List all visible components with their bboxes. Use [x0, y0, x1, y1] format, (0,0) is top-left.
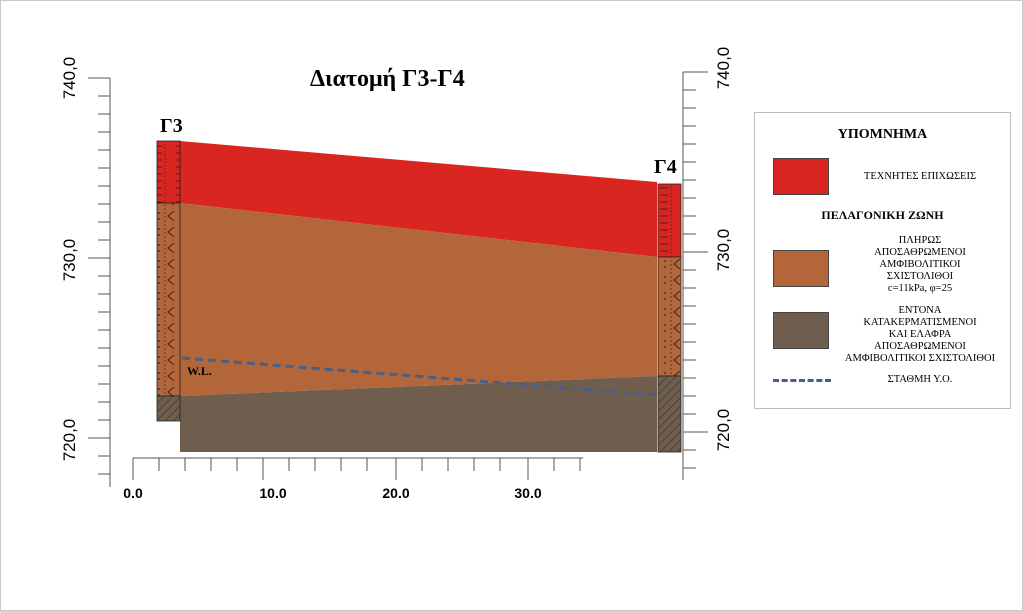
schist-line-1: ΠΛΗΡΩΣ	[898, 235, 942, 246]
legend-swatch-fill	[773, 158, 829, 195]
legend: ΥΠΟΜΝΗΜΑ ΤΕΧΝΗΤΕΣ ΕΠΙΧΩΣΕΙΣ ΠΕΛΑΓΟΝΙΚΗ Ζ…	[754, 112, 1011, 409]
legend-swatch-schist	[773, 250, 829, 287]
layer-schist	[180, 203, 657, 396]
elevation-axis-right	[682, 71, 708, 480]
left-axis-label-740: 740,0	[60, 56, 79, 100]
legend-swatch-fractured	[773, 312, 829, 349]
layer-fractured	[180, 376, 657, 452]
x-axis-label-30: 30.0	[514, 485, 542, 501]
water-table-line	[181, 356, 658, 397]
borehole-label-right: Γ4	[654, 156, 677, 178]
elevation-axis-left	[88, 77, 111, 487]
fractured-line-3: ΚΑΙ ΕΛΑΦΡΑ	[888, 329, 952, 340]
water-level-label: W.L.	[187, 364, 212, 378]
fractured-line-5: ΑΜΦΙΒΟΛΙΤΙΚΟΙ ΣΧΙΣΤΟΛΙΘΟΙ	[844, 353, 996, 364]
x-axis-label-10: 10.0	[259, 485, 287, 501]
layer-fill	[180, 141, 657, 257]
right-axis-label-730: 730,0	[714, 228, 733, 272]
schist-line-3: ΑΜΦΙΒΟΛΙΤΙΚΟΙ	[879, 259, 961, 270]
right-axis-label-740: 740,0	[714, 46, 733, 90]
x-axis-label-0: 0.0	[123, 485, 143, 501]
distance-axis	[132, 457, 583, 480]
legend-label-schist: ΠΛΗΡΩΣ ΑΠΟΣΑΘΡΩΜΕΝΟΙ ΑΜΦΙΒΟΛΙΤΙΚΟΙ ΣΧΙΣΤ…	[835, 235, 1005, 295]
schist-line-5: c=11kPa, φ=25	[887, 283, 953, 294]
legend-label-fill: ΤΕΧΝΗΤΕΣ ΕΠΙΧΩΣΕΙΣ	[863, 171, 977, 182]
legend-label-water-line: ΣΤΑΘΜΗ Υ.Ο.	[887, 374, 953, 385]
borehole-log-right	[657, 183, 682, 453]
fractured-line-4: ΑΠΟΣΑΘΡΩΜΕΝΟΙ	[874, 341, 966, 352]
left-axis-label-730: 730,0	[60, 238, 79, 282]
legend-zone-label: ΠΕΛΑΓΟΝΙΚΗ ΖΩΝΗ	[821, 208, 944, 222]
x-axis-label-20: 20.0	[382, 485, 410, 501]
fractured-line-2: ΚΑΤΑΚΕΡΜΑΤΙΣΜΕΝΟΙ	[863, 317, 977, 328]
borehole-label-left: Γ3	[160, 115, 183, 137]
right-axis-label-720: 720,0	[714, 408, 733, 452]
schist-line-4: ΣΧΙΣΤΟΛΙΘΟΙ	[886, 271, 954, 282]
schist-line-2: ΑΠΟΣΑΘΡΩΜΕΝΟΙ	[874, 247, 966, 258]
borehole-log-left	[156, 140, 181, 422]
legend-water-line-symbol	[773, 379, 831, 382]
fractured-line-1: ΕΝΤΟΝΑ	[898, 305, 942, 316]
section-title: Διατομή Γ3-Γ4	[310, 66, 465, 92]
left-axis-label-720: 720,0	[60, 418, 79, 462]
legend-title: ΥΠΟΜΝΗΜΑ	[837, 127, 928, 142]
legend-label-fractured: ΕΝΤΟΝΑ ΚΑΤΑΚΕΡΜΑΤΙΣΜΕΝΟΙ ΚΑΙ ΕΛΑΦΡΑ ΑΠΟΣ…	[835, 305, 1005, 365]
